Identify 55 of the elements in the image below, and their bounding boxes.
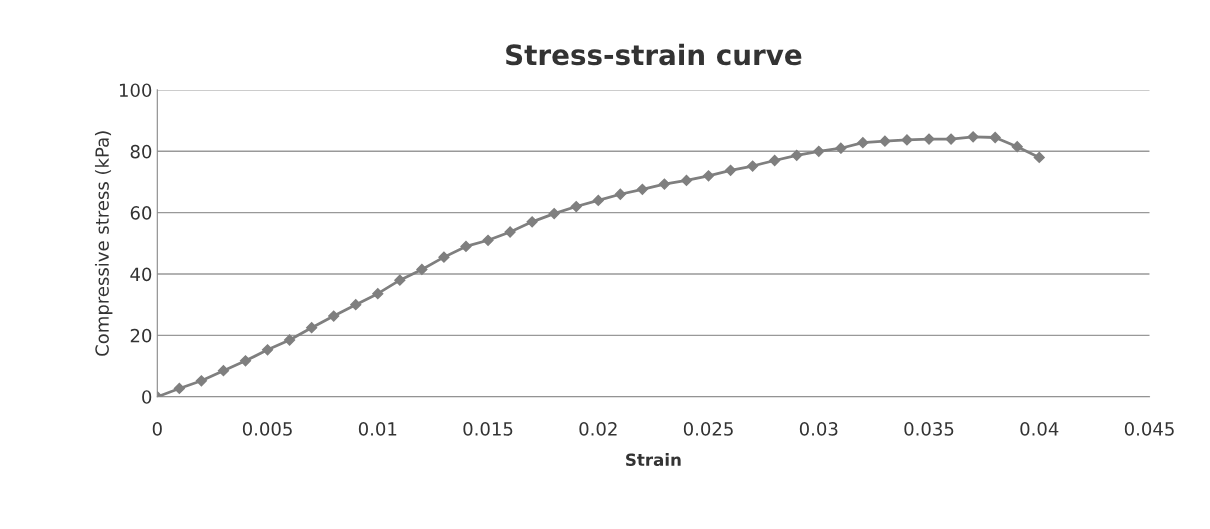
point (239, 355, 252, 367)
point (1033, 151, 1045, 164)
point (747, 160, 759, 172)
x-tick-label: 0.01 (358, 422, 397, 436)
y-tick-label: 100 (119, 83, 152, 98)
point (614, 188, 626, 200)
point (592, 194, 604, 206)
point (394, 274, 406, 286)
point (769, 154, 781, 167)
point (350, 299, 362, 311)
point (857, 137, 869, 149)
point (328, 310, 340, 322)
point (658, 178, 671, 190)
y-tick-label: 20 (130, 328, 152, 343)
point (306, 322, 318, 334)
point (702, 170, 715, 182)
point (835, 142, 847, 154)
point (1011, 141, 1023, 153)
point (989, 131, 1001, 144)
point (261, 344, 274, 356)
point (813, 145, 825, 157)
x-tick-label: 0.04 (1020, 422, 1059, 436)
x-tick-label: 0 (152, 422, 162, 436)
chart-title: Stress-strain curve (506, 43, 802, 66)
y-tick-label: 80 (130, 144, 152, 159)
point (570, 200, 582, 213)
point (438, 251, 450, 263)
point (460, 240, 472, 253)
x-tick-label: 0.005 (242, 422, 292, 436)
point (526, 216, 538, 228)
point (195, 375, 208, 387)
x-tick-label: 0.03 (799, 422, 838, 436)
point (548, 207, 560, 220)
point (967, 131, 979, 143)
y-tick-label: 40 (130, 267, 152, 282)
point (680, 174, 693, 187)
point (791, 149, 803, 161)
point (173, 382, 185, 395)
point (724, 164, 737, 176)
point (482, 234, 494, 246)
x-tick-label: 0.025 (683, 422, 733, 436)
point (217, 365, 230, 377)
y-tick-label: 0 (142, 390, 152, 404)
x-tick-label: 0.035 (904, 422, 954, 436)
point (879, 135, 891, 147)
x-tick-label: 0.02 (579, 422, 617, 436)
x-tick-label: 0.015 (463, 422, 513, 436)
point (416, 263, 428, 276)
y-axis-title: Compressive stress (kPa) (94, 131, 113, 356)
x-tick-label: 0.045 (1124, 422, 1174, 436)
x-axis-title: Strain (626, 453, 681, 467)
point (372, 288, 384, 300)
point (283, 334, 296, 346)
point (636, 183, 648, 195)
y-tick-label: 60 (130, 206, 152, 220)
